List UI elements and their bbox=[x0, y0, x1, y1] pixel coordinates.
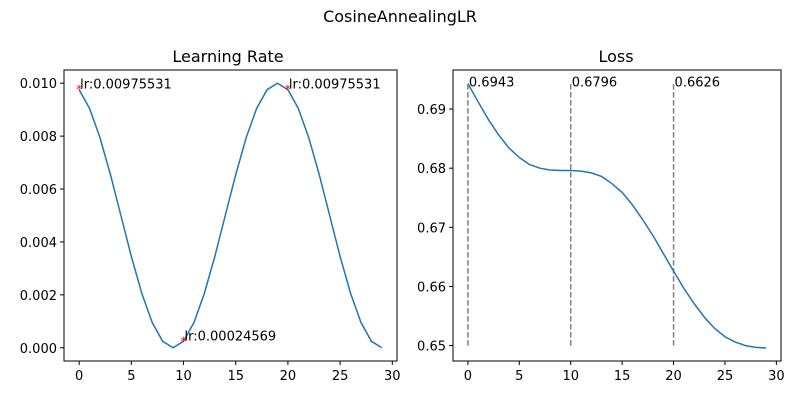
star-marker: * bbox=[285, 83, 291, 97]
marker-label: lr:0.00024569 bbox=[185, 329, 277, 344]
x-tick-label: 10 bbox=[175, 369, 192, 384]
y-tick-label: 0.010 bbox=[20, 77, 57, 92]
x-tick-label: 5 bbox=[127, 369, 135, 384]
y-tick-label: 0.004 bbox=[20, 236, 57, 251]
learning-rate-title: Learning Rate bbox=[172, 47, 283, 66]
x-tick-label: 30 bbox=[384, 369, 401, 384]
learning-rate-axes: Learning Rate *lr:0.00975531*lr:0.000245… bbox=[20, 47, 401, 384]
y-tick-label: 0.006 bbox=[20, 183, 57, 198]
y-tick-label: 0.67 bbox=[417, 221, 446, 236]
vline-label: 0.6626 bbox=[675, 76, 721, 91]
x-tick-label: 10 bbox=[562, 369, 579, 384]
x-tick-label: 15 bbox=[227, 369, 244, 384]
x-tick-label: 20 bbox=[280, 369, 297, 384]
loss-axes: Loss 0.6943 0.6796 0.6626 0 5 10 15 20 25 30 0.65 0… bbox=[417, 47, 785, 384]
star-marker: * bbox=[181, 334, 187, 348]
vline-label: 0.6943 bbox=[469, 76, 514, 91]
y-tick-label: 0.65 bbox=[417, 340, 446, 355]
x-tick-label: 15 bbox=[614, 369, 631, 384]
figure-suptitle: CosineAnnealingLR bbox=[323, 7, 477, 26]
x-tick-label: 30 bbox=[768, 369, 785, 384]
y-tick-label: 0.002 bbox=[20, 289, 57, 304]
series-line bbox=[467, 83, 767, 349]
axes-frame bbox=[452, 69, 782, 362]
loss-title: Loss bbox=[598, 47, 633, 66]
x-tick-label: 20 bbox=[665, 369, 682, 384]
x-tick-label: 0 bbox=[464, 369, 472, 384]
axes-frame bbox=[63, 69, 398, 362]
x-tick-label: 0 bbox=[75, 369, 83, 384]
marker-label: lr:0.00975531 bbox=[289, 78, 381, 93]
marker-label: lr:0.00975531 bbox=[80, 78, 172, 93]
y-tick-label: 0.66 bbox=[417, 280, 446, 295]
y-tick-label: 0.000 bbox=[20, 342, 57, 357]
x-tick-label: 25 bbox=[717, 369, 734, 384]
x-tick-label: 5 bbox=[515, 369, 523, 384]
y-tick-label: 0.68 bbox=[417, 162, 446, 177]
y-tick-label: 0.69 bbox=[417, 103, 446, 118]
star-marker: * bbox=[76, 83, 82, 97]
series-line bbox=[78, 82, 383, 349]
y-tick-label: 0.008 bbox=[20, 130, 57, 145]
vline-label: 0.6796 bbox=[572, 76, 618, 91]
x-tick-label: 25 bbox=[332, 369, 349, 384]
